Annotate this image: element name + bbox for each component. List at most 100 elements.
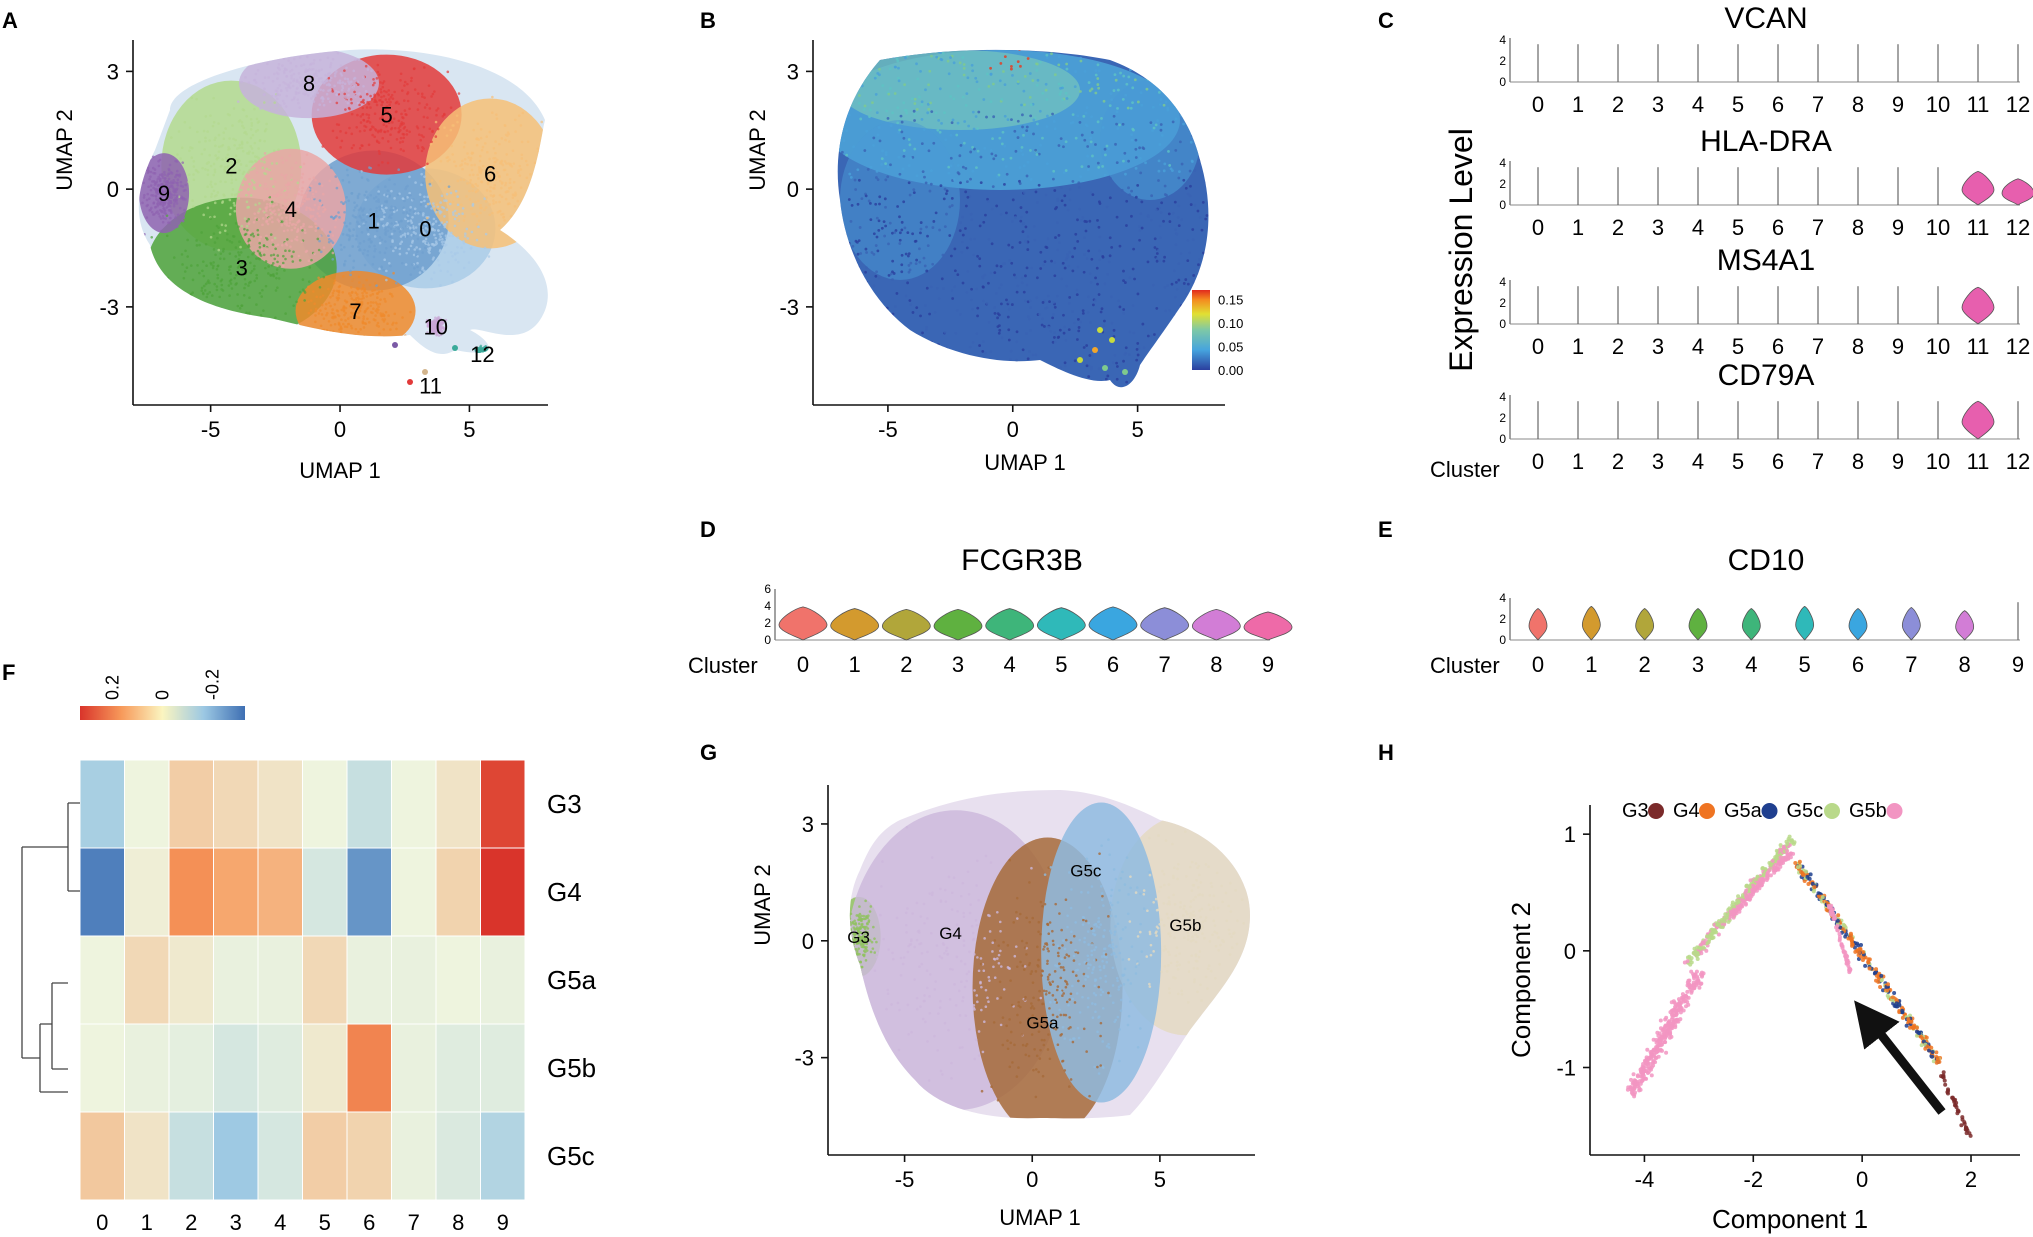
panel-b-cell-point — [1086, 145, 1090, 148]
panel-a-cell-point — [363, 310, 367, 314]
panel-b-cell-point — [956, 121, 960, 125]
panel-a-cell-point — [457, 197, 461, 201]
panel-a-cell-point — [315, 74, 319, 78]
panel-a-cell-point — [204, 115, 208, 118]
panel-a-cell-point — [327, 72, 330, 76]
panel-a-cell-point — [382, 80, 386, 83]
panel-b-cell-point — [1010, 64, 1013, 68]
panel-b-cell-point — [940, 122, 943, 125]
panel-a-cell-point — [183, 270, 187, 273]
panel-a-cell-point — [244, 272, 248, 276]
panel-b-cell-point — [1109, 337, 1115, 343]
panel-b-cell-point — [1098, 249, 1101, 253]
panel-a-cell-point — [359, 95, 362, 99]
panel-b-cell-point — [1191, 228, 1195, 231]
panel-b-cell-point — [886, 165, 890, 169]
panel-a-cell-point — [259, 235, 263, 239]
panel-a-cell-point — [236, 293, 239, 296]
panel-a-cell-point — [142, 196, 146, 199]
panel-b-cell-point — [1029, 329, 1032, 332]
panel-a-cell-point — [372, 196, 376, 200]
panel-a-cell-point — [273, 236, 277, 240]
panel-b-cell-point — [857, 264, 861, 268]
panel-a-cell-point — [268, 208, 272, 212]
panel-b-cell-point — [925, 365, 929, 369]
panel-a-cell-point — [492, 194, 496, 197]
panel-a-cell-point — [289, 210, 293, 214]
panel-a-cell-point — [502, 216, 505, 219]
panel-a-cell-point — [411, 215, 414, 219]
panel-a-cell-point — [385, 269, 388, 273]
panel-b-cell-point — [840, 117, 843, 121]
panel-b-cell-point — [1074, 136, 1078, 140]
panel-a-cell-point — [475, 137, 478, 141]
panel-a-cell-point — [443, 215, 446, 218]
panel-a-cell-point — [214, 154, 217, 157]
panel-a-cell-point — [268, 170, 272, 174]
panel-a-cell-point — [420, 172, 423, 176]
panel-b-cell-point — [1184, 74, 1187, 78]
panel-a-cluster-label-0: 0 — [419, 216, 431, 241]
panel-b-cell-point — [926, 111, 930, 115]
panel-b-cell-point — [925, 225, 928, 229]
panel-b-cell-point — [859, 117, 863, 121]
panel-b-cell-point — [852, 367, 856, 371]
panel-a-cell-point — [196, 264, 199, 267]
panel-b-cell-point — [982, 299, 985, 303]
panel-b-cell-point — [1146, 214, 1150, 217]
panel-b-cell-point — [1138, 156, 1142, 160]
panel-a-cell-point — [471, 202, 475, 206]
panel-a-cell-point — [402, 116, 405, 120]
panel-a-cell-point — [374, 212, 377, 215]
panel-a-cell-point — [355, 297, 358, 300]
panel-a-cell-point — [333, 72, 337, 75]
panel-a-cell-point — [285, 94, 289, 98]
panel-a-cell-point — [190, 146, 194, 150]
panel-a-cell-point — [393, 312, 397, 316]
panel-a-cell-point — [352, 228, 356, 231]
panel-b-cell-point — [1125, 199, 1129, 203]
panel-b-cell-point — [913, 112, 917, 116]
panel-a-cell-point — [400, 112, 403, 116]
panel-b-cell-point — [998, 324, 1001, 328]
panel-a-cell-point — [477, 199, 480, 203]
panel-a-cell-point — [307, 187, 311, 191]
panel-a-cell-point — [293, 205, 297, 209]
panel-b-cell-point — [970, 218, 974, 222]
panel-a-cell-point — [185, 266, 189, 270]
panel-b-cell-point — [1025, 332, 1028, 336]
panel-a-cell-point — [394, 208, 397, 211]
panel-a-cell-point — [434, 220, 438, 223]
panel-a-cell-point — [470, 163, 473, 167]
panel-a-cell-point — [216, 264, 220, 268]
panel-a-cell-point — [267, 265, 270, 268]
panel-b-cell-point — [1205, 170, 1209, 174]
panel-a-cell-point — [361, 252, 365, 255]
panel-a-cell-point — [253, 141, 257, 145]
panel-a-cell-point — [382, 206, 385, 209]
panel-b-cell-point — [1157, 70, 1161, 74]
panel-a-cell-point — [263, 152, 267, 155]
panel-b-cell-point — [935, 385, 939, 388]
panel-b-cell-point — [1188, 169, 1192, 173]
panel-b-cell-point — [1017, 374, 1021, 378]
panel-a-cell-point — [344, 319, 347, 322]
panel-a-cell-point — [361, 106, 365, 110]
panel-c-ytick-label: 4 — [1499, 33, 1506, 47]
panel-b-cell-point — [896, 343, 900, 347]
panel-b-cell-point — [987, 281, 990, 285]
panel-b-cell-point — [1112, 89, 1116, 92]
panel-b-cell-point — [1037, 183, 1041, 187]
panel-a-cell-point — [357, 245, 360, 249]
panel-a-cell-point — [416, 108, 420, 111]
panel-a-cell-point — [510, 165, 514, 168]
panel-a-cell-point — [268, 217, 272, 221]
panel-a-cell-point — [209, 164, 213, 168]
panel-a-cell-point — [219, 165, 223, 168]
panel-b-cell-point — [890, 372, 894, 376]
panel-a-cell-point — [413, 88, 417, 91]
panel-b-cell-point — [1022, 221, 1026, 225]
panel-a-cell-point — [142, 181, 145, 185]
panel-a-cell-point — [265, 203, 269, 206]
